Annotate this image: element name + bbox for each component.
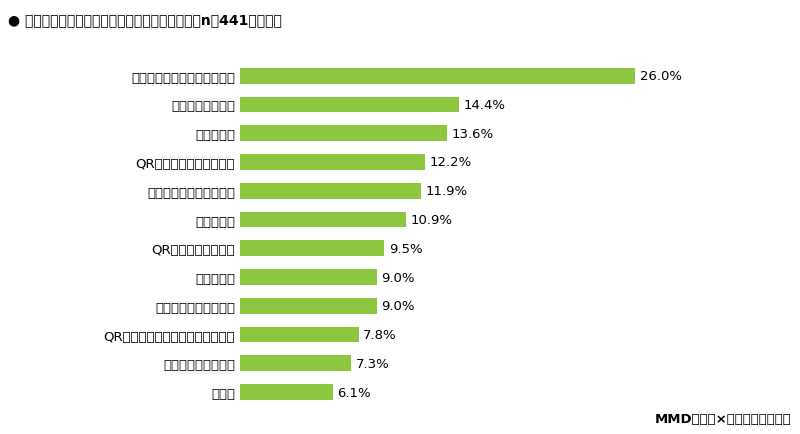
Text: MMD研究所×スマートアンサー: MMD研究所×スマートアンサー: [655, 412, 792, 425]
Bar: [240, 270, 377, 285]
Text: 10.9%: 10.9%: [410, 214, 452, 227]
Text: 9.0%: 9.0%: [382, 271, 415, 284]
Text: 12.2%: 12.2%: [430, 156, 472, 169]
Text: 13.6%: 13.6%: [451, 128, 494, 141]
Bar: [240, 184, 421, 199]
Bar: [240, 69, 635, 85]
Bar: [240, 355, 351, 372]
Bar: [240, 97, 459, 113]
Text: 7.8%: 7.8%: [363, 328, 397, 341]
Text: ● キャッシュレス決済でトラブルに遇ったこと（n＝441、複数）: ● キャッシュレス決済でトラブルに遇ったこと（n＝441、複数）: [8, 13, 282, 27]
Bar: [240, 298, 377, 314]
Text: 9.5%: 9.5%: [389, 242, 422, 255]
Text: 6.1%: 6.1%: [338, 386, 371, 399]
Text: 7.3%: 7.3%: [355, 357, 390, 370]
Text: 11.9%: 11.9%: [426, 185, 467, 198]
Bar: [240, 241, 385, 256]
Text: 26.0%: 26.0%: [640, 70, 682, 83]
Bar: [240, 126, 446, 142]
Bar: [240, 384, 333, 400]
Text: 14.4%: 14.4%: [463, 99, 506, 112]
Bar: [240, 212, 406, 228]
Bar: [240, 155, 426, 171]
Bar: [240, 327, 358, 343]
Text: 9.0%: 9.0%: [382, 299, 415, 312]
